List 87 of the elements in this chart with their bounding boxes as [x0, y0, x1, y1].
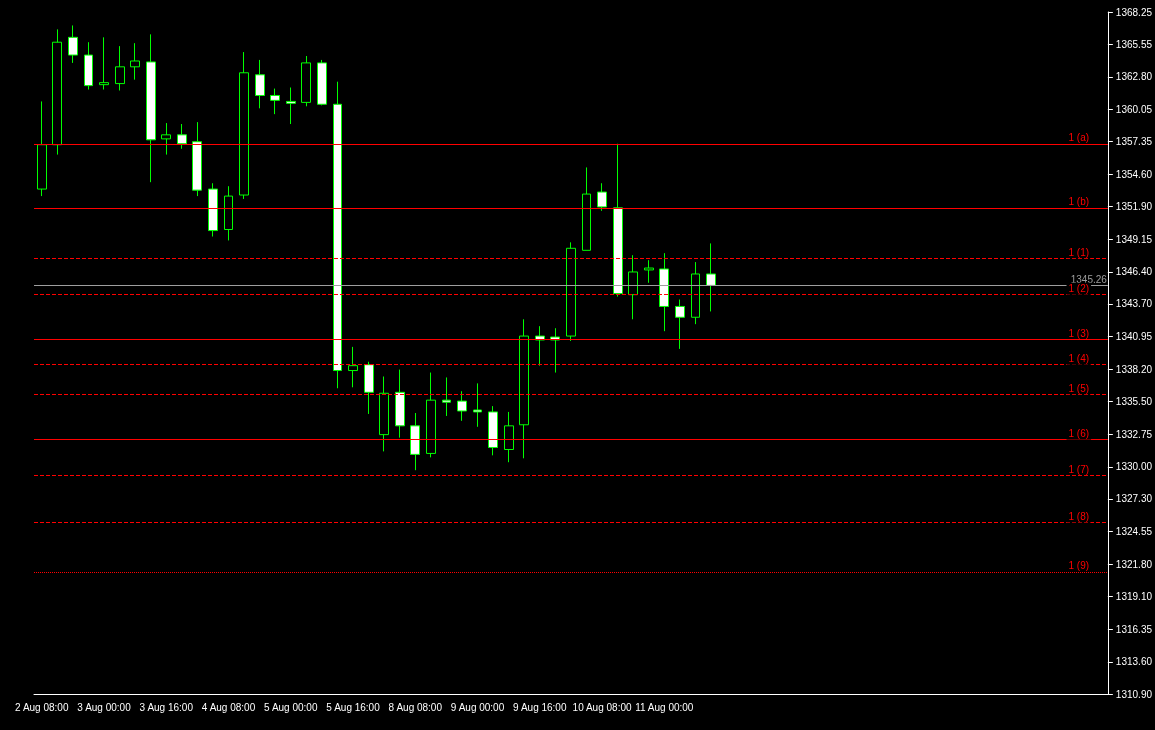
y-tick-label: 1340.95 — [1115, 331, 1153, 343]
y-tick-label: 1319.10 — [1115, 590, 1153, 602]
candlestick — [582, 166, 591, 251]
candlestick — [115, 45, 125, 91]
y-tick-label: 1349.15 — [1115, 233, 1153, 245]
candlestick — [317, 59, 327, 106]
y-tick-label: 1338.20 — [1115, 363, 1153, 375]
y-tick-label: 1365.55 — [1115, 38, 1153, 50]
candlestick — [410, 412, 420, 471]
candlestick — [161, 122, 171, 156]
candlestick — [270, 88, 280, 115]
y-tick-label: 1327.30 — [1115, 493, 1153, 505]
annotation: 1 (1) — [1068, 246, 1090, 258]
candlestick — [68, 24, 78, 64]
y-tick-label: 1360.05 — [1115, 104, 1153, 116]
y-tick-label: 1310.90 — [1115, 688, 1153, 700]
annotation: 1 (a) — [1068, 132, 1090, 144]
candlestick — [364, 361, 374, 415]
candlestick — [348, 346, 358, 388]
candlestick — [659, 252, 669, 332]
candlestick — [675, 299, 685, 350]
candlestick — [37, 100, 47, 197]
x-tick-label: 2 Aug 08:00 — [15, 701, 69, 713]
candlestick — [566, 241, 576, 342]
x-tick-label: 9 Aug 00:00 — [450, 701, 505, 713]
y-tick-label: 1351.90 — [1115, 200, 1153, 212]
candlestick — [426, 372, 436, 458]
candlestick — [628, 254, 638, 320]
annotation: 1 (2) — [1068, 283, 1090, 295]
y-tick-label: 1330.00 — [1115, 461, 1153, 473]
candlestick — [192, 121, 202, 197]
ref-line-label: 1345.26 — [1070, 273, 1108, 285]
x-tick-label: 11 Aug 00:00 — [635, 701, 694, 713]
x-tick-label: 5 Aug 16:00 — [326, 701, 381, 713]
x-tick-label: 5 Aug 00:00 — [264, 701, 318, 713]
y-tick-label: 1354.60 — [1115, 168, 1153, 180]
annotation: 1 (8) — [1068, 510, 1090, 522]
candlestick — [519, 318, 529, 459]
candlestick — [379, 375, 389, 452]
candlestick — [255, 59, 265, 109]
x-tick-label: 3 Aug 16:00 — [139, 701, 194, 713]
candlestick — [597, 182, 607, 212]
candlestick — [488, 405, 498, 456]
y-tick-label: 1321.80 — [1115, 558, 1153, 570]
candlestick — [457, 390, 467, 422]
x-tick-label: 4 Aug 08:00 — [201, 701, 256, 713]
y-tick-label: 1313.60 — [1115, 656, 1153, 668]
candlestick — [208, 182, 218, 238]
y-tick-label: 1316.35 — [1115, 623, 1153, 635]
candlestick — [286, 87, 296, 125]
candlestick — [84, 41, 93, 91]
candlestick — [644, 259, 654, 284]
candlestick — [613, 143, 623, 298]
y-tick-label: 1343.70 — [1115, 298, 1153, 310]
y-tick-label: 1346.40 — [1115, 266, 1153, 278]
x-tick-label: 3 Aug 00:00 — [77, 701, 132, 713]
annotation: 1 (3) — [1068, 327, 1090, 339]
candlestick — [691, 261, 700, 325]
y-tick-label: 1368.25 — [1115, 6, 1153, 18]
candlestick — [333, 81, 342, 389]
candlestick — [239, 51, 249, 200]
y-tick-label: 1357.35 — [1115, 136, 1153, 148]
annotation: 1 (6) — [1068, 428, 1090, 440]
candlestick — [99, 36, 109, 91]
annotation: 1 (b) — [1068, 196, 1090, 208]
y-tick-label: 1324.55 — [1115, 526, 1153, 538]
x-tick-label: 9 Aug 16:00 — [513, 701, 567, 713]
candlestick — [130, 42, 140, 81]
candlestick — [146, 33, 156, 183]
candlestick — [473, 382, 482, 428]
x-tick-label: 8 Aug 08:00 — [388, 701, 443, 713]
y-tick-label: 1362.80 — [1115, 71, 1153, 83]
candlestick — [52, 28, 62, 156]
candlestick — [224, 185, 233, 241]
candlestick — [301, 55, 311, 107]
annotation: 1 (7) — [1068, 463, 1090, 475]
annotation: 1 (5) — [1068, 382, 1090, 394]
candlestick — [177, 123, 187, 150]
candlestick — [504, 411, 514, 463]
candlestick — [442, 376, 451, 417]
candlestick — [395, 369, 405, 439]
y-tick-label: 1332.75 — [1115, 428, 1153, 440]
candlestick — [706, 242, 716, 312]
y-tick-label: 1335.50 — [1115, 395, 1153, 407]
annotation: 1 (9) — [1068, 560, 1090, 572]
annotation: 1 (4) — [1068, 353, 1090, 365]
x-tick-label: 10 Aug 08:00 — [572, 701, 632, 713]
